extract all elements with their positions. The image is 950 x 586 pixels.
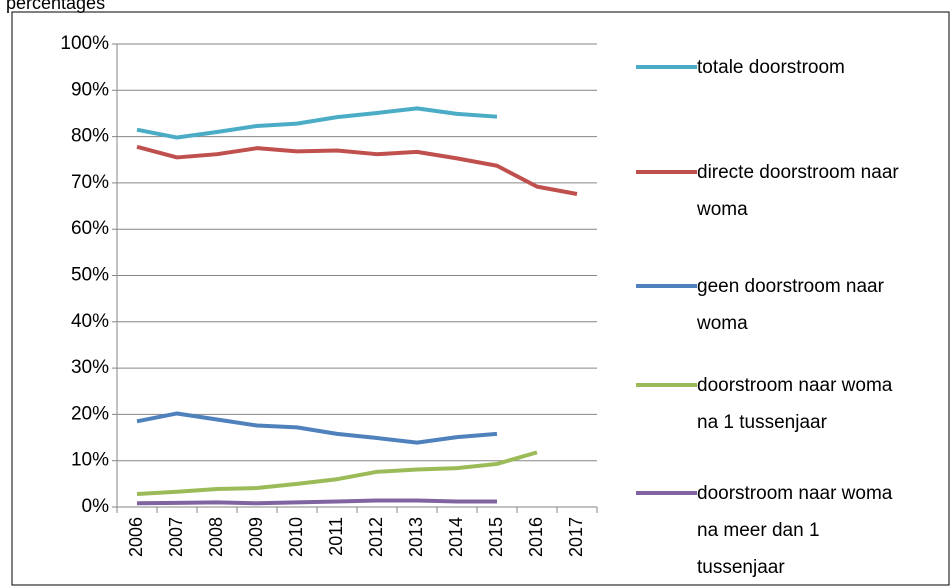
y-tick-label: 80% [71,126,109,147]
y-tick-label: 20% [71,403,109,424]
legend-label: geen doorstroom naar woma [697,275,884,334]
legend-label: totale doorstroom [697,56,845,78]
y-tick-label: 100% [60,33,109,54]
series-line [136,450,538,497]
y-tick-label: 40% [71,311,109,332]
x-tick-label: 2007 [166,517,186,557]
series-line [136,144,578,196]
x-tick-label: 2016 [526,517,546,557]
x-tick-label: 2017 [566,517,586,557]
y-tick-label: 10% [71,450,109,471]
legend-label: doorstroom naar woma na 1 tussenjaar [697,374,893,433]
x-tick-label: 2012 [366,517,386,557]
y-tick-label: 70% [71,172,109,193]
y-tick-label: 50% [71,265,109,286]
chart-border [11,11,950,586]
series-line [136,498,497,506]
y-tick-label: 0% [82,496,110,517]
y-tick-label: 90% [71,79,109,100]
x-tick-label: 2014 [446,517,466,557]
chart-title: percentages [6,0,105,13]
x-tick-label: 2011 [326,517,346,556]
y-tick-label: 60% [71,218,109,239]
x-tick-label: 2008 [206,517,226,557]
legend-label: directe doorstroom naar woma [697,161,899,220]
x-tick-label: 2006 [126,517,146,557]
x-tick-label: 2015 [486,517,506,557]
series-line [136,106,498,140]
x-tick-label: 2013 [406,517,426,557]
y-tick-label: 30% [71,357,109,378]
x-tick-label: 2010 [286,517,306,557]
x-tick-label: 2009 [246,517,266,557]
series-line [136,411,498,445]
legend-label: doorstroom naar woma na meer dan 1 tusse… [697,482,893,578]
